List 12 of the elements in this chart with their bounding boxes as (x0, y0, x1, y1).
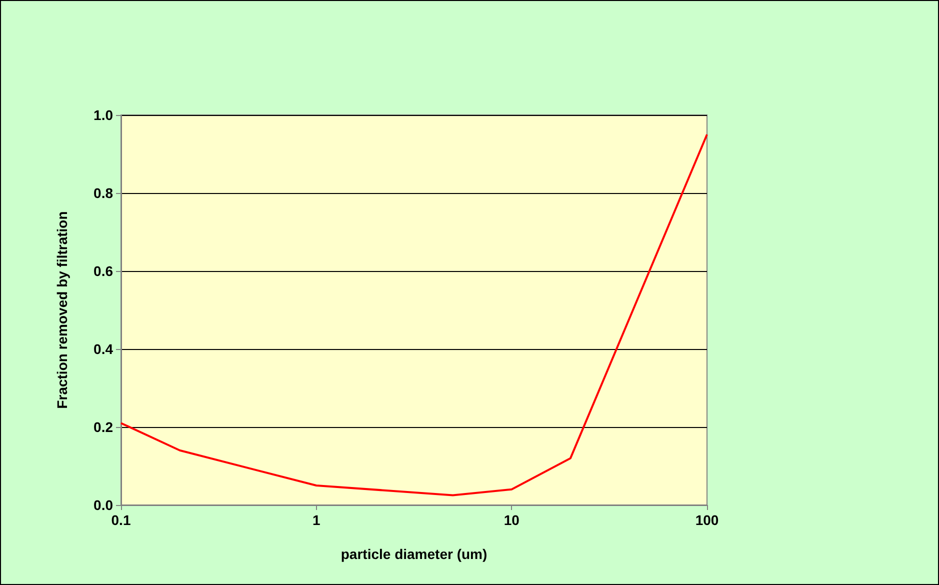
y-tick-label: 1.0 (94, 107, 114, 123)
y-tick-label: 0.2 (94, 419, 114, 435)
y-axis-title: Fraction removed by filtration (54, 211, 70, 409)
x-tick-label: 1 (312, 512, 320, 528)
y-tick-label: 0.8 (94, 185, 114, 201)
x-tick-label: 0.1 (111, 512, 131, 528)
x-axis-title: particle diameter (um) (340, 546, 488, 562)
y-tick-label: 0.6 (94, 263, 114, 279)
x-tick-label: 100 (695, 512, 719, 528)
x-tick-label: 10 (504, 512, 520, 528)
y-tick-label: 0.0 (94, 497, 114, 513)
y-tick-label: 0.4 (94, 341, 114, 357)
